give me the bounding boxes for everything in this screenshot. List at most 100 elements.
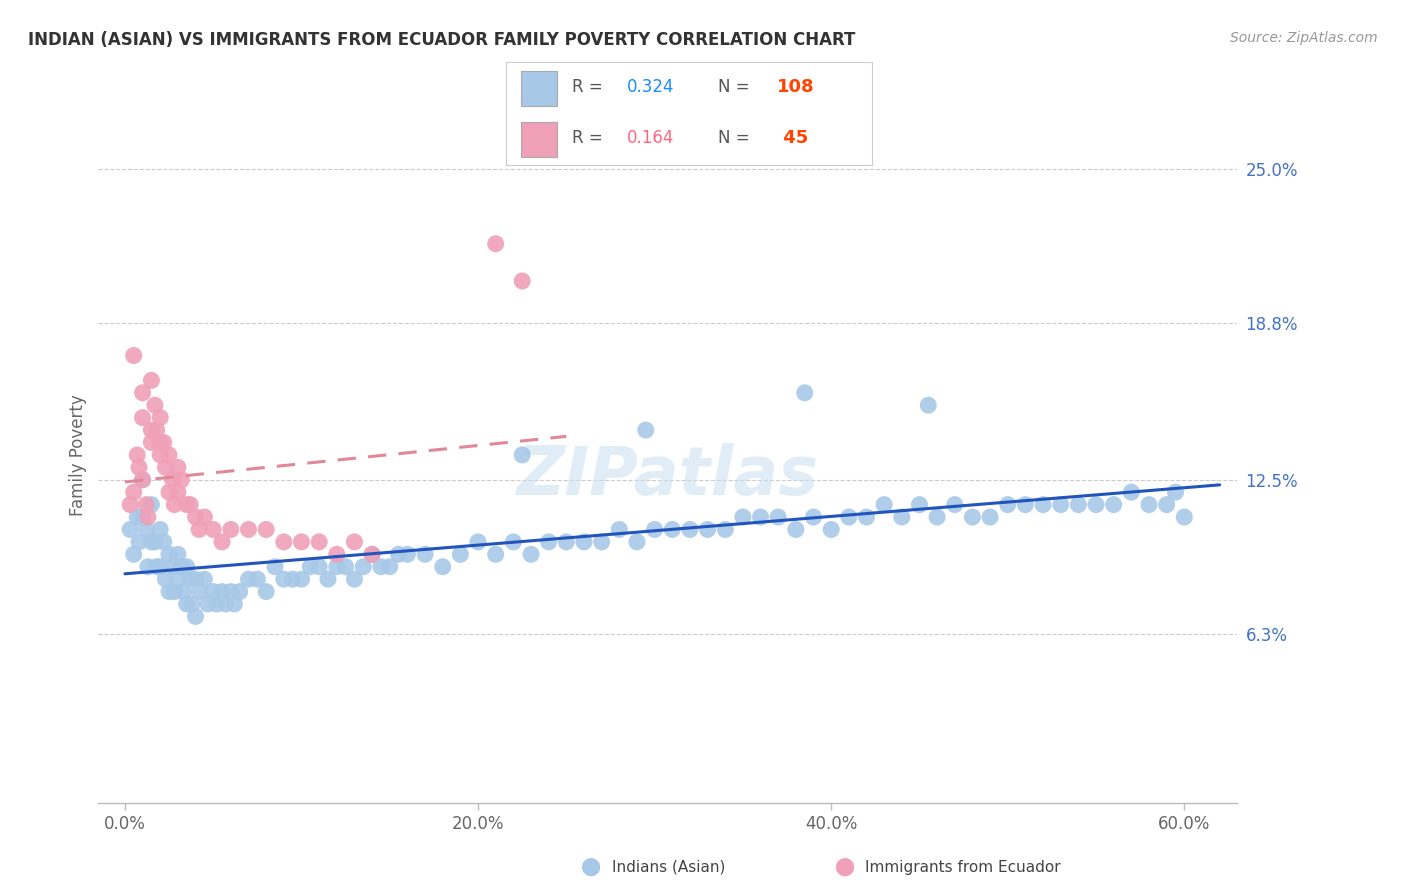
Point [163,498,186,512]
Point [766,510,789,524]
Point [572,534,595,549]
Point [211,584,233,599]
Point [449,547,471,561]
Point [131,410,153,425]
Point [149,435,172,450]
Point [184,572,207,586]
Point [510,274,533,288]
Text: 0.324: 0.324 [627,78,675,96]
Point [176,597,198,611]
Point [179,498,201,512]
Point [238,572,260,586]
Point [188,584,211,599]
Point [214,597,236,611]
Point [1032,498,1054,512]
Text: ZIPatlas: ZIPatlas [517,442,818,508]
Point [167,485,190,500]
Point [396,547,419,561]
Text: R =: R = [572,78,607,96]
Point [143,534,166,549]
Text: Source: ZipAtlas.com: Source: ZipAtlas.com [1230,31,1378,45]
Point [873,498,896,512]
Point [679,523,702,537]
Point [131,473,153,487]
Point [152,435,174,450]
Point [290,534,312,549]
Text: 108: 108 [776,78,814,96]
Point [157,584,180,599]
Point [184,609,207,624]
Text: N =: N = [718,78,755,96]
Point [626,534,648,549]
Point [128,460,150,475]
Point [181,597,204,611]
Point [141,435,163,450]
Point [607,523,630,537]
Point [172,584,194,599]
Point [273,534,295,549]
Point [591,534,613,549]
Point [211,534,233,549]
Point [520,547,543,561]
Point [131,510,153,524]
Point [326,559,349,574]
Point [152,534,174,549]
Point [136,559,159,574]
Point [162,559,184,574]
Point [149,410,172,425]
Point [184,510,207,524]
Point [131,473,153,487]
Point [128,534,150,549]
Point [167,547,190,561]
Point [149,523,172,537]
Text: INDIAN (ASIAN) VS IMMIGRANTS FROM ECUADOR FAMILY POVERTY CORRELATION CHART: INDIAN (ASIAN) VS IMMIGRANTS FROM ECUADO… [28,31,855,49]
Point [731,510,754,524]
Point [122,485,145,500]
Point [219,523,242,537]
Point [224,597,246,611]
Bar [520,70,557,105]
Point [141,373,163,387]
Point [510,448,533,462]
Point [838,510,860,524]
Point [1121,485,1143,500]
Point [555,534,578,549]
Point [917,398,939,412]
Text: ⬤: ⬤ [581,858,600,876]
Point [413,547,436,561]
Text: ⬤: ⬤ [834,858,853,876]
Point [127,510,149,524]
Point [361,547,384,561]
Point [167,460,190,475]
Point [308,559,330,574]
Text: 0.164: 0.164 [627,129,673,147]
Point [1164,485,1187,500]
Point [157,448,180,462]
Point [127,448,149,462]
Point [254,584,277,599]
Point [485,236,508,251]
Point [136,510,159,524]
Point [264,559,287,574]
Point [149,448,172,462]
Point [141,423,163,437]
Point [502,534,524,549]
Point [979,510,1001,524]
Point [855,510,877,524]
Point [308,534,330,549]
Point [135,523,157,537]
Point [343,572,366,586]
Point [387,547,409,561]
Point [170,559,193,574]
Point [162,473,184,487]
Point [661,523,683,537]
Point [927,510,949,524]
Point [120,498,142,512]
Point [202,584,225,599]
Point [141,534,163,549]
Point [238,523,260,537]
Point [273,572,295,586]
Point [908,498,931,512]
Point [634,423,657,437]
Point [188,523,211,537]
